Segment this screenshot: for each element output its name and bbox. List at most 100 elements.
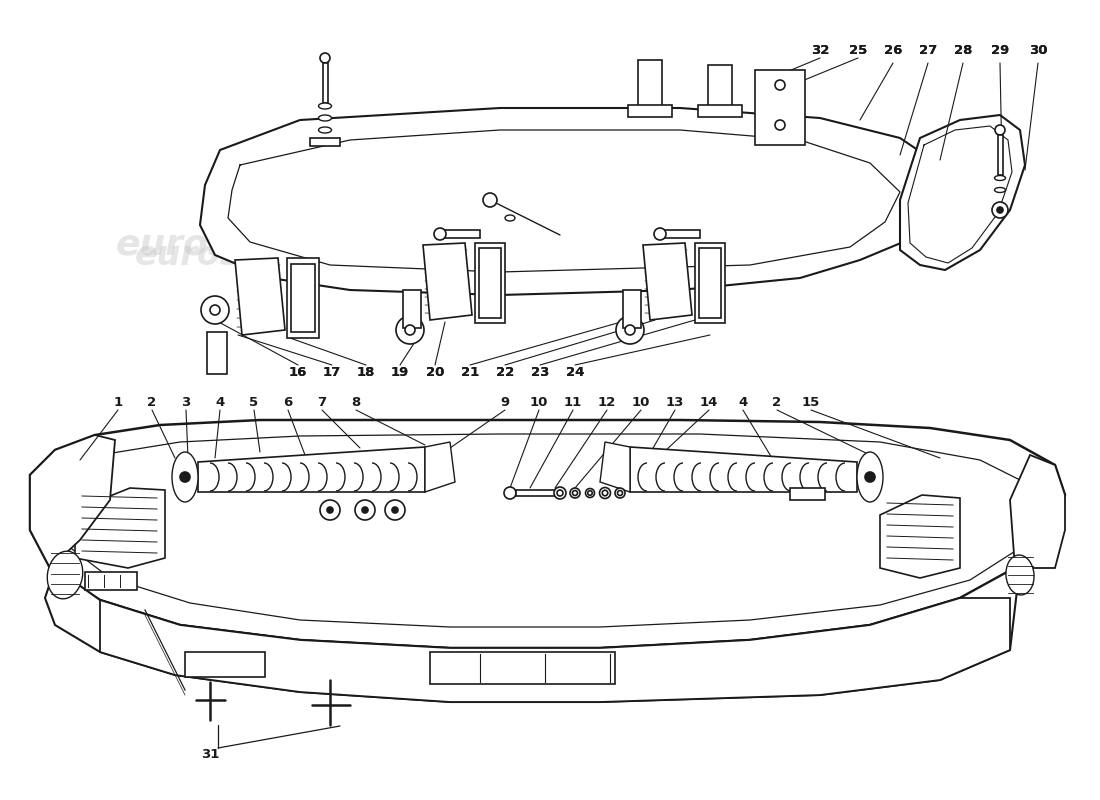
Ellipse shape bbox=[319, 103, 331, 109]
Text: 16: 16 bbox=[289, 366, 307, 378]
Circle shape bbox=[327, 507, 333, 513]
Circle shape bbox=[600, 487, 610, 498]
Text: 14: 14 bbox=[700, 395, 718, 409]
Polygon shape bbox=[45, 565, 1020, 702]
Text: 19: 19 bbox=[390, 366, 409, 378]
Text: 32: 32 bbox=[811, 43, 829, 57]
Text: 28: 28 bbox=[954, 43, 972, 57]
Text: 25: 25 bbox=[849, 43, 867, 57]
Circle shape bbox=[392, 507, 398, 513]
Circle shape bbox=[603, 490, 607, 496]
Bar bbox=[708, 65, 732, 115]
Circle shape bbox=[996, 125, 1005, 135]
Polygon shape bbox=[200, 108, 945, 295]
Text: 15: 15 bbox=[802, 395, 821, 409]
Polygon shape bbox=[198, 447, 425, 492]
Polygon shape bbox=[1010, 455, 1065, 568]
Ellipse shape bbox=[505, 215, 515, 221]
Text: 1: 1 bbox=[113, 395, 122, 409]
Text: eurospares: eurospares bbox=[116, 583, 344, 617]
Ellipse shape bbox=[47, 551, 82, 599]
Polygon shape bbox=[424, 243, 472, 320]
Text: 17: 17 bbox=[323, 366, 341, 378]
Text: 12: 12 bbox=[598, 395, 616, 409]
Bar bbox=[623, 290, 641, 328]
Polygon shape bbox=[235, 258, 285, 335]
Bar bbox=[322, 63, 328, 103]
Circle shape bbox=[483, 193, 497, 207]
Circle shape bbox=[776, 80, 785, 90]
Ellipse shape bbox=[172, 452, 198, 502]
Text: 26: 26 bbox=[883, 43, 902, 57]
Text: 18: 18 bbox=[356, 366, 375, 378]
Polygon shape bbox=[644, 243, 692, 320]
Circle shape bbox=[992, 202, 1008, 218]
Text: 2: 2 bbox=[147, 395, 156, 409]
Polygon shape bbox=[880, 495, 960, 578]
Text: 27: 27 bbox=[918, 43, 937, 57]
Bar bbox=[695, 243, 725, 323]
Text: 25: 25 bbox=[849, 43, 867, 57]
Polygon shape bbox=[30, 435, 116, 568]
Text: 13: 13 bbox=[666, 395, 684, 409]
Text: eurospares: eurospares bbox=[134, 238, 345, 271]
Text: 30: 30 bbox=[1028, 43, 1047, 57]
Polygon shape bbox=[75, 488, 165, 568]
Circle shape bbox=[616, 316, 644, 344]
Circle shape bbox=[865, 472, 874, 482]
Bar bbox=[478, 248, 500, 318]
Bar bbox=[207, 332, 227, 374]
Text: 7: 7 bbox=[318, 395, 327, 409]
Ellipse shape bbox=[1005, 555, 1034, 595]
Bar bbox=[403, 290, 421, 328]
Circle shape bbox=[396, 316, 424, 344]
Circle shape bbox=[385, 500, 405, 520]
Text: 29: 29 bbox=[991, 43, 1009, 57]
Polygon shape bbox=[630, 447, 857, 492]
Bar bbox=[698, 248, 720, 318]
Circle shape bbox=[615, 488, 625, 498]
Text: 27: 27 bbox=[918, 43, 937, 57]
Circle shape bbox=[587, 490, 592, 495]
Circle shape bbox=[180, 472, 190, 482]
Text: 16: 16 bbox=[289, 366, 307, 378]
Text: eurospares: eurospares bbox=[554, 594, 766, 626]
Text: 26: 26 bbox=[883, 43, 902, 57]
Text: 3: 3 bbox=[182, 395, 190, 409]
Bar bbox=[287, 258, 319, 338]
Text: eurospares: eurospares bbox=[554, 238, 766, 271]
Text: 31: 31 bbox=[201, 749, 219, 762]
Circle shape bbox=[362, 507, 369, 513]
Circle shape bbox=[585, 489, 594, 498]
Text: 4: 4 bbox=[738, 395, 748, 409]
Text: eurospares: eurospares bbox=[536, 228, 764, 262]
Circle shape bbox=[210, 305, 220, 315]
Circle shape bbox=[557, 490, 563, 496]
Text: 4: 4 bbox=[216, 395, 224, 409]
Bar bbox=[755, 70, 805, 145]
Text: eurospares: eurospares bbox=[134, 594, 345, 626]
Text: 23: 23 bbox=[531, 366, 549, 378]
Circle shape bbox=[625, 325, 635, 335]
Text: 18: 18 bbox=[356, 366, 375, 378]
Polygon shape bbox=[30, 420, 1065, 648]
Circle shape bbox=[570, 488, 580, 498]
Text: 23: 23 bbox=[531, 366, 549, 378]
Circle shape bbox=[504, 487, 516, 499]
Bar bbox=[185, 652, 265, 677]
Ellipse shape bbox=[994, 187, 1005, 193]
Text: 21: 21 bbox=[461, 366, 480, 378]
Ellipse shape bbox=[319, 115, 331, 121]
Text: 24: 24 bbox=[565, 366, 584, 378]
Circle shape bbox=[572, 490, 578, 495]
Polygon shape bbox=[425, 442, 455, 492]
Text: 28: 28 bbox=[954, 43, 972, 57]
Text: 8: 8 bbox=[351, 395, 361, 409]
Polygon shape bbox=[900, 115, 1025, 270]
Polygon shape bbox=[600, 442, 630, 492]
Bar bbox=[790, 488, 825, 500]
Text: 21: 21 bbox=[461, 366, 480, 378]
Circle shape bbox=[654, 228, 666, 240]
Bar bbox=[628, 105, 672, 117]
Text: 19: 19 bbox=[390, 366, 409, 378]
